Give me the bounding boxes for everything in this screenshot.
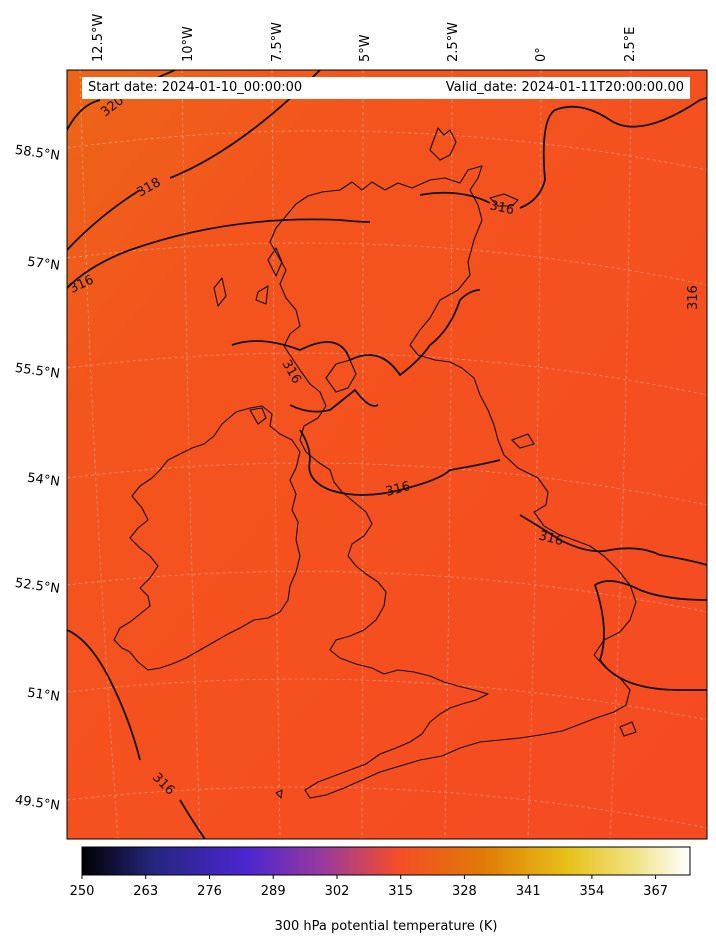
colorbar-label: 300 hPa potential temperature (K) xyxy=(274,919,498,934)
colorbar-tick-label: 315 xyxy=(388,884,414,899)
colorbar-tick-label: 367 xyxy=(643,884,669,899)
colorbar-tick-label: 263 xyxy=(133,884,159,899)
longitude-label-2-5w: 2.5°W xyxy=(446,21,461,62)
longitude-label-12-5w: 12.5°W xyxy=(91,13,106,62)
colorbar-tick-label: 276 xyxy=(197,884,222,899)
isentrope-contours xyxy=(67,70,707,839)
valid-date-text: Valid_date: 2024-01-11T20:00:00.00 xyxy=(445,80,684,95)
start-date-text: Start date: 2024-01-10_00:00:00 xyxy=(88,80,303,95)
longitude-label-0: 0° xyxy=(534,47,549,62)
map-background xyxy=(67,70,707,839)
longitude-label-10w: 10°W xyxy=(181,26,196,62)
map-frame xyxy=(66,69,708,840)
contour-label-316: 316 xyxy=(686,285,701,310)
longitude-label-7-5w: 7.5°W xyxy=(270,21,285,62)
coastlines xyxy=(113,127,637,799)
contour-label-316: 316 xyxy=(384,479,412,500)
contour-label-316: 316 xyxy=(537,528,565,549)
colorbar-tick-label: 328 xyxy=(451,884,477,899)
date-info-box: Start date: 2024-01-10_00:00:00 Valid_da… xyxy=(82,77,690,99)
colorbar xyxy=(81,846,691,876)
longitude-label-2-5e: 2.5°E xyxy=(623,26,638,62)
contour-label-316: 316 xyxy=(488,198,515,218)
colorbar-tick-marks xyxy=(81,875,657,879)
graticule xyxy=(67,70,707,839)
colorbar-tick-label: 289 xyxy=(260,884,286,899)
great-britain-coastline xyxy=(269,165,637,799)
ireland-coastline xyxy=(113,405,301,671)
colorbar-tick-label: 341 xyxy=(515,884,541,899)
colorbar-tick-label: 250 xyxy=(69,884,95,899)
colorbar-tick-label: 302 xyxy=(324,884,350,899)
longitude-label-5w: 5°W xyxy=(358,34,373,62)
colorbar-tick-label: 354 xyxy=(579,884,605,899)
